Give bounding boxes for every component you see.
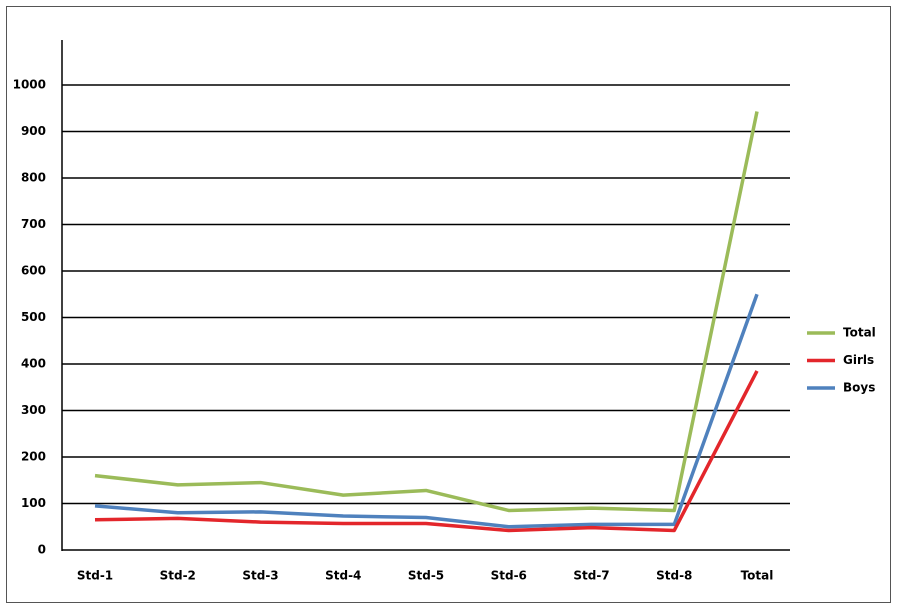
x-tick-label: Std-6 [491, 569, 527, 583]
y-tick-label: 400 [21, 357, 46, 371]
legend-label: Girls [843, 353, 874, 367]
x-tick-label: Std-2 [160, 569, 196, 583]
x-tick-label: Std-7 [573, 569, 609, 583]
legend-label: Total [843, 326, 876, 340]
series-line [94, 370, 759, 533]
legend-label: Boys [843, 381, 875, 395]
y-tick-label: 700 [21, 217, 46, 231]
y-tick-label: 900 [21, 124, 46, 138]
y-tick-label: 500 [21, 310, 46, 324]
x-tick-label: Std-4 [325, 569, 361, 583]
y-tick-label: 300 [21, 403, 46, 417]
y-tick-label: 0 [38, 543, 46, 557]
y-tick-label: 1000 [13, 78, 46, 92]
y-tick-label: 200 [21, 450, 46, 464]
series-line [94, 293, 759, 529]
x-tick-label: Std-3 [242, 569, 278, 583]
x-tick-label: Std-1 [77, 569, 113, 583]
x-tick-label: Std-5 [408, 569, 444, 583]
y-tick-label: 600 [21, 264, 46, 278]
chart-frame [6, 6, 891, 603]
y-tick-label: 100 [21, 496, 46, 510]
x-tick-label: Std-8 [656, 569, 692, 583]
series-line [94, 111, 759, 513]
y-tick-label: 800 [21, 171, 46, 185]
x-tick-label: Total [741, 569, 774, 583]
